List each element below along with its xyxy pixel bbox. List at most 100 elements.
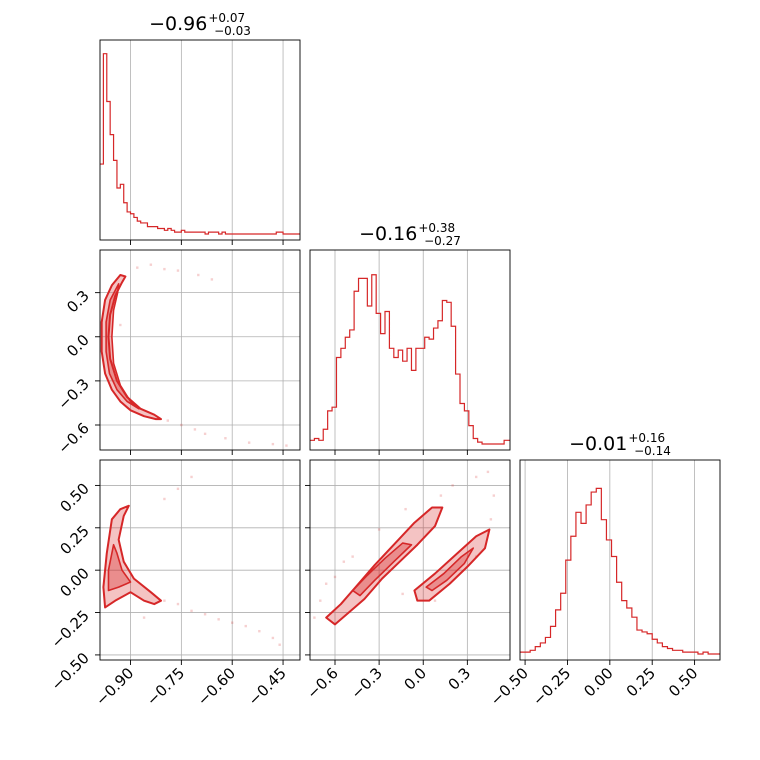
scatter-point — [217, 618, 220, 621]
x-tick-label: −0.25 — [529, 664, 574, 709]
title-param-1-minus: −0.03 — [214, 24, 251, 38]
histogram-param-3 — [520, 487, 720, 655]
title-param-2-minus: −0.27 — [424, 234, 461, 248]
title-param-2-plus: +0.38 — [418, 221, 455, 235]
scatter-point — [180, 423, 183, 427]
x-tick-label: −0.90 — [92, 664, 137, 709]
scatter-point — [492, 494, 496, 497]
scatter-point — [404, 507, 407, 511]
x-tick-label: −0.6 — [303, 664, 341, 702]
title-param-2-value: −0.16 — [359, 223, 417, 245]
x-tick-label: 0.0 — [400, 664, 430, 694]
contour-outer — [100, 274, 163, 421]
x-tick-label: −0.45 — [245, 664, 290, 709]
grid-layer — [100, 40, 695, 660]
scatter-point — [142, 616, 146, 619]
scatter-point — [439, 494, 443, 497]
panel-frame — [519, 459, 721, 661]
y-tick-label: 0.3 — [63, 287, 93, 317]
title-param-1-value: −0.96 — [149, 13, 207, 35]
scatter-point — [451, 484, 454, 487]
contour-inner — [351, 542, 413, 597]
scatter-point — [486, 470, 490, 474]
x-tick-label: −0.50 — [487, 664, 532, 709]
scatter-point — [166, 419, 169, 422]
x-tick-label: −0.60 — [194, 664, 239, 709]
y-tick-label: 0.25 — [56, 522, 92, 558]
y-tick-label: −0.3 — [54, 375, 92, 413]
y-tick-label: 0.00 — [56, 564, 92, 600]
x-tick-label: 0.00 — [580, 664, 616, 700]
histogram-layer — [100, 53, 720, 655]
scatter-point — [271, 636, 275, 640]
scatter-point — [163, 267, 166, 271]
panel-frame — [99, 39, 301, 241]
y-tick-label: −0.6 — [54, 419, 92, 457]
scatter-point — [313, 616, 316, 619]
scatter-point — [176, 269, 180, 272]
histogram-param-2 — [310, 274, 510, 445]
y-tick-label: −0.50 — [48, 649, 93, 694]
x-tick-label: 0.25 — [623, 664, 659, 700]
scatter-point — [190, 475, 193, 479]
panel-frame — [309, 249, 511, 451]
scatter-point — [231, 621, 234, 624]
scatter-point — [190, 609, 193, 613]
scatter-point — [319, 599, 322, 602]
histogram-param-1 — [100, 53, 300, 235]
scatter-point — [258, 629, 261, 633]
scatter-point — [489, 518, 493, 521]
scatter-point — [224, 437, 227, 440]
scatter-point — [210, 278, 214, 281]
scatter-point — [401, 592, 404, 596]
contour-outer — [325, 506, 444, 626]
y-tick-label: 0.0 — [63, 331, 93, 361]
y-tick-label: 0.50 — [56, 480, 92, 516]
scatter-point — [324, 582, 328, 585]
scatter-point — [351, 555, 354, 558]
scatter-point — [203, 613, 207, 616]
tick-layer: −0.90 −0.75 −0.60 −0.45 −0.6 −0.3 0.0 0.3 −0.50−… — [48, 240, 701, 709]
scatter-point — [163, 599, 166, 602]
scatter-point — [193, 428, 197, 431]
contour-inner — [105, 283, 140, 410]
title-param-3-value: −0.01 — [569, 433, 627, 455]
scatter-layer — [119, 263, 496, 646]
scatter-point — [474, 475, 478, 479]
title-param-3-plus: +0.16 — [628, 431, 665, 445]
scatter-point — [433, 599, 437, 602]
scatter-point — [271, 442, 275, 446]
y-tick-label: −0.25 — [48, 607, 93, 652]
x-tick-label: 0.50 — [665, 664, 701, 700]
scatter-point — [377, 528, 381, 531]
title-param-1-plus: +0.07 — [208, 11, 245, 25]
panel-frame — [99, 459, 301, 661]
title-param-3-minus: −0.14 — [634, 444, 671, 458]
x-tick-label: −0.75 — [143, 664, 188, 709]
scatter-point — [342, 560, 346, 563]
scatter-point — [176, 602, 180, 606]
scatter-point — [333, 575, 337, 579]
panel-frame — [99, 249, 301, 451]
scatter-point — [176, 487, 180, 491]
scatter-point — [119, 323, 122, 327]
contour-layer — [100, 274, 491, 626]
x-tick-label: 0.3 — [445, 664, 475, 694]
scatter-point — [197, 273, 200, 277]
scatter-point — [285, 444, 288, 447]
scatter-point — [278, 643, 281, 646]
contour-outer — [102, 504, 163, 609]
scatter-point — [149, 263, 153, 266]
contour-inner — [425, 547, 475, 592]
scatter-point — [203, 432, 207, 436]
title-param-2: −0.16+0.38 −0.27 — [359, 221, 461, 248]
x-tick-label: −0.3 — [347, 664, 385, 702]
scatter-point — [136, 266, 139, 269]
title-param-3: −0.01+0.16 −0.14 — [569, 431, 671, 458]
title-param-1: −0.96+0.07 −0.03 — [149, 11, 251, 38]
contour-inner — [107, 543, 132, 592]
scatter-point — [244, 624, 247, 628]
panel-frame — [309, 459, 511, 661]
scatter-point — [247, 441, 251, 444]
